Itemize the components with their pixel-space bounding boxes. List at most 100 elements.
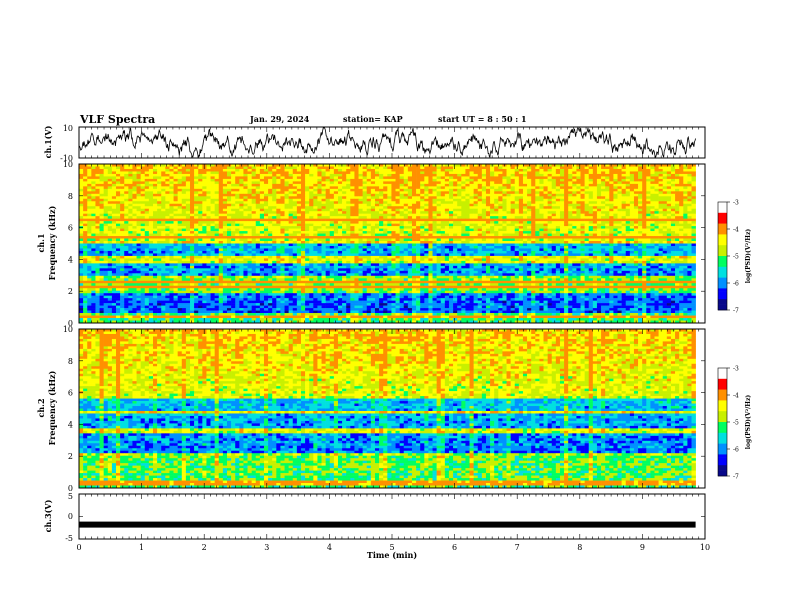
- spectrogram-cell: [514, 218, 520, 222]
- spectrogram-cell: [666, 238, 672, 242]
- spectrogram-cell: [514, 168, 520, 172]
- spectrogram-cell: [403, 221, 409, 224]
- spectrogram-cell: [79, 211, 84, 214]
- spectrogram-cell: [354, 191, 359, 195]
- spectrogram-cell: [457, 226, 462, 229]
- spectrogram-cell: [477, 226, 483, 229]
- spectrogram-cell: [148, 228, 154, 232]
- spectrogram-cell: [461, 236, 466, 239]
- spectrogram-cell: [584, 181, 590, 185]
- spectrogram-cell: [572, 213, 577, 217]
- spectrogram-cell: [259, 208, 265, 212]
- spectrogram-cell: [329, 173, 335, 177]
- spectrogram-cell: [514, 183, 520, 187]
- spectrogram-cell: [337, 198, 343, 202]
- spectrogram-cell: [354, 186, 359, 190]
- spectrogram-cell: [679, 193, 684, 197]
- spectrogram-cell: [469, 211, 474, 214]
- spectrogram-cell: [588, 228, 594, 232]
- spectrogram-cell: [481, 164, 487, 167]
- spectrogram-cell: [374, 191, 380, 195]
- spectrogram-cell: [436, 166, 442, 170]
- spectrogram-cell: [453, 188, 458, 192]
- spectrogram-cell: [239, 191, 244, 195]
- spectrogram-cell: [144, 183, 150, 187]
- spectrogram-cell: [292, 211, 298, 214]
- spectrogram-cell: [79, 188, 84, 192]
- spectrogram-cell: [510, 226, 516, 229]
- spectrogram-cell: [403, 211, 409, 214]
- spectrogram-cell: [177, 233, 183, 237]
- spectrogram-cell: [383, 166, 388, 170]
- spectrogram-cell: [321, 191, 326, 195]
- spectrogram-cell: [448, 208, 454, 212]
- spectrogram-cell: [157, 218, 162, 222]
- spectrogram-cell: [120, 166, 125, 170]
- spectrogram-cell: [453, 196, 458, 200]
- spectrogram-cell: [596, 226, 602, 229]
- spectrogram-cell: [605, 228, 610, 232]
- spectrogram-cell: [128, 198, 133, 202]
- spectrogram-cell: [527, 228, 532, 232]
- ch1-waveform-trace: [78, 126, 696, 159]
- spectrogram-cell: [666, 196, 672, 200]
- spectrogram-cell: [510, 213, 516, 217]
- spectrogram-cell: [403, 183, 409, 187]
- spectrogram-cell: [642, 173, 647, 177]
- spectrogram-cell: [120, 223, 125, 227]
- spectrogram-cell: [366, 176, 372, 180]
- spectrogram-cell: [564, 176, 569, 180]
- spectrogram-cell: [128, 226, 133, 229]
- spectrogram-cell: [128, 206, 133, 210]
- spectrogram-cell: [305, 221, 310, 224]
- spectrogram-cell: [321, 223, 326, 227]
- spectrogram-cell: [206, 188, 211, 192]
- spectrogram-cell: [321, 203, 326, 207]
- spectrogram-cell: [128, 203, 133, 207]
- spectrogram-cell: [453, 198, 458, 202]
- spectrogram-cell: [292, 223, 298, 227]
- spectrogram-cell: [654, 226, 659, 229]
- spectrogram-cell: [609, 211, 614, 214]
- spectrogram-cell: [124, 216, 129, 219]
- spectrogram-cell: [95, 178, 100, 182]
- spectrogram-cell: [485, 238, 491, 242]
- spectrogram-cell: [638, 193, 643, 197]
- spectrogram-cell: [99, 233, 104, 237]
- spectrogram-cell: [296, 166, 302, 170]
- spectrogram-cell: [527, 231, 532, 234]
- spectrogram-cell: [444, 178, 450, 182]
- spectrogram-cell: [494, 238, 499, 242]
- spectrogram-cell: [198, 191, 203, 195]
- spectrogram-cell: [124, 211, 129, 214]
- spectrogram-cell: [613, 168, 618, 172]
- spectrogram-cell: [498, 213, 503, 217]
- spectrogram-cell: [543, 228, 548, 232]
- spectrogram-cell: [124, 196, 129, 200]
- spectrogram-cell: [457, 231, 462, 234]
- spectrogram-cell: [490, 223, 495, 227]
- spectrogram-cell: [231, 176, 236, 180]
- spectrogram-cell: [288, 231, 294, 234]
- spectrogram-cell: [140, 231, 146, 234]
- spectrogram-cell: [588, 164, 594, 167]
- spectrogram-cell: [95, 201, 100, 205]
- spectrogram-cell: [374, 178, 380, 182]
- spectrogram-cell: [613, 238, 618, 242]
- spectrogram-cell: [555, 213, 561, 217]
- spectrogram-cell: [654, 164, 659, 167]
- spectrogram-cell: [268, 183, 273, 187]
- spectrogram-cell: [243, 241, 248, 244]
- spectrogram-cell: [605, 231, 610, 234]
- spectrogram-cell: [83, 168, 88, 172]
- spectrogram-cell: [601, 193, 606, 197]
- spectrogram-cell: [547, 171, 553, 175]
- spectrogram-cell: [584, 211, 590, 214]
- spectrogram-cell: [99, 206, 104, 210]
- spectrogram-cell: [658, 188, 664, 192]
- spectrogram-cell: [333, 171, 339, 175]
- spectrogram-cell: [625, 231, 631, 234]
- spectrogram-cell: [547, 201, 553, 205]
- spectrogram-cell: [403, 198, 409, 202]
- spectrogram-cell: [292, 216, 298, 219]
